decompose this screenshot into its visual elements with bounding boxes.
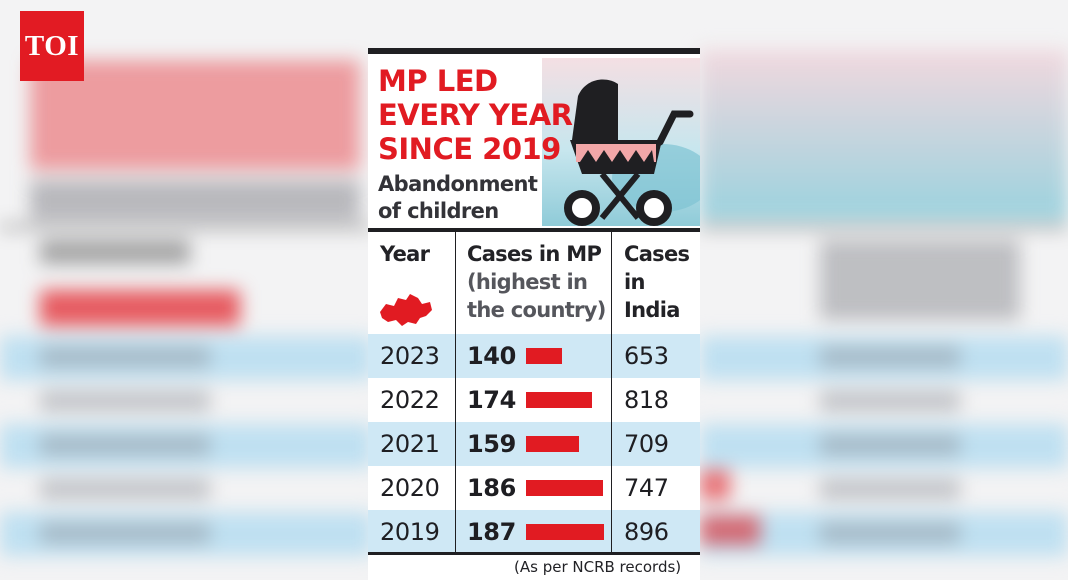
headline-line-2: EVERY YEAR <box>378 98 573 132</box>
stroller-illustration <box>542 58 700 226</box>
cell-cases-india: 747 <box>624 474 669 502</box>
toi-logo[interactable]: TOI <box>20 11 84 81</box>
table-row: 2023 140 653 <box>368 334 700 378</box>
blurred-background-left <box>0 0 372 580</box>
madhya-pradesh-map-icon <box>380 294 432 326</box>
cell-cases-india: 709 <box>624 430 669 458</box>
subtitle-line-1: Abandonment <box>378 172 538 196</box>
table-top-rule <box>368 228 700 232</box>
cell-year: 2020 <box>380 474 440 502</box>
card-top-rule <box>368 48 700 54</box>
header-cases-india-2: in <box>624 270 645 294</box>
table-row: 2022 174 818 <box>368 378 700 422</box>
header-cases-mp-note-2: the country) <box>467 298 606 322</box>
cell-year: 2019 <box>380 518 440 546</box>
header-cases-mp-note-1: (highest in <box>467 270 588 294</box>
bar-cases-mp <box>526 524 604 540</box>
header-cases-india-3: India <box>624 298 680 322</box>
header-cases-india: Cases in India <box>624 240 690 324</box>
cell-cases-mp: 140 <box>467 342 516 370</box>
blurred-background-right <box>700 0 1068 580</box>
subtitle-line-2: of children <box>378 199 499 223</box>
column-divider-2 <box>611 232 612 554</box>
header-cases-mp-main: Cases in MP <box>467 242 602 266</box>
cell-year: 2022 <box>380 386 440 414</box>
table-row: 2020 186 747 <box>368 466 700 510</box>
subtitle: Abandonment of children <box>378 171 538 225</box>
cell-cases-india: 653 <box>624 342 669 370</box>
cell-cases-mp: 186 <box>467 474 516 502</box>
cell-cases-mp: 187 <box>467 518 516 546</box>
cell-year: 2021 <box>380 430 440 458</box>
bar-cases-mp <box>526 436 579 452</box>
header-cases-mp: Cases in MP (highest in the country) <box>467 240 606 324</box>
headline-line-1: MP LED <box>378 64 498 98</box>
table-row: 2019 187 896 <box>368 510 700 554</box>
headline: MP LED EVERY YEAR SINCE 2019 <box>378 64 573 166</box>
cell-cases-mp: 159 <box>467 430 516 458</box>
baby-stroller-icon <box>564 79 700 226</box>
table-bottom-rule <box>368 552 700 555</box>
cell-cases-india: 818 <box>624 386 669 414</box>
bar-cases-mp <box>526 480 603 496</box>
table-row: 2021 159 709 <box>368 422 700 466</box>
column-divider-1 <box>455 232 456 554</box>
header-cases-india-1: Cases <box>624 242 690 266</box>
source-footnote: (As per NCRB records) <box>514 558 682 576</box>
header-year: Year <box>380 242 430 266</box>
bar-cases-mp <box>526 392 592 408</box>
cell-cases-mp: 174 <box>467 386 516 414</box>
headline-line-3: SINCE 2019 <box>378 132 561 166</box>
cell-cases-india: 896 <box>624 518 669 546</box>
cell-year: 2023 <box>380 342 440 370</box>
bar-cases-mp <box>526 348 562 364</box>
infographic-card: MP LED EVERY YEAR SINCE 2019 Abandonment… <box>368 48 700 580</box>
